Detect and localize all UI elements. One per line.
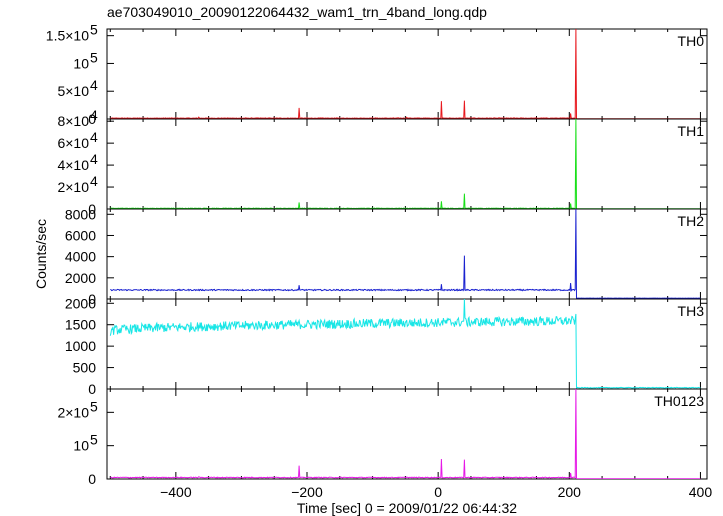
y-tick-label: 0: [88, 381, 96, 397]
y-tick-label: 2×10: [57, 179, 89, 195]
y-tick-label: 0: [88, 201, 96, 217]
y-tick-label: 0: [88, 111, 96, 127]
x-tick-label: 400: [689, 484, 713, 500]
x-tick-label: 200: [558, 484, 582, 500]
y-tick-label: 4000: [65, 249, 96, 265]
y-tick-label-exponent: 5: [90, 49, 98, 65]
series-line-th2: [110, 209, 701, 299]
y-tick-label: 8000: [65, 206, 96, 222]
series-line-th0123: [110, 389, 701, 479]
y-tick-label: 1000: [65, 338, 96, 354]
series-line-th0: [110, 29, 701, 119]
x-tick-label: 0: [434, 484, 442, 500]
panel-label: TH2: [678, 213, 705, 229]
y-tick-label: 2×10: [57, 404, 89, 420]
x-tick-label: −200: [291, 484, 323, 500]
y-tick-label-exponent: 4: [90, 107, 98, 123]
x-tick-label: −400: [160, 484, 192, 500]
y-tick-label: 0: [88, 471, 96, 487]
y-axis-label: Counts/sec: [33, 219, 49, 289]
y-tick-label-exponent: 4: [90, 151, 98, 167]
panel-label: TH0: [678, 33, 705, 49]
panel-frame: [106, 28, 708, 120]
y-tick-label-exponent: 4: [90, 129, 98, 145]
y-tick-label: 2000: [65, 270, 96, 286]
y-tick-label: 1.5×10: [46, 28, 89, 44]
panel-frame: [106, 208, 708, 300]
y-tick-label-exponent: 4: [90, 77, 98, 93]
y-tick-label: 4×10: [57, 157, 89, 173]
panel-label: TH1: [678, 123, 705, 139]
y-tick-label: 6×10: [57, 135, 89, 151]
y-tick-label: 2000: [65, 295, 96, 311]
y-tick-label: 6000: [65, 227, 96, 243]
panel-frame: [106, 118, 708, 210]
y-tick-label-exponent: 5: [90, 432, 98, 448]
y-tick-label: 1500: [65, 317, 96, 333]
panel-label: TH3: [678, 303, 705, 319]
y-tick-label: 0: [88, 291, 96, 307]
panel-frame: [106, 388, 708, 480]
panel-th2: TH2 0 2000 4000 6000 8000: [65, 206, 708, 307]
y-tick-label-exponent: 5: [90, 22, 98, 38]
series-line-th1: [110, 119, 701, 209]
y-tick-label: 500: [73, 360, 97, 376]
y-tick-label: 10: [73, 55, 89, 71]
y-tick-label-exponent: 5: [90, 398, 98, 414]
panel-label: TH0123: [654, 393, 704, 409]
y-tick-label: 8×10: [57, 113, 89, 129]
y-tick-label-exponent: 4: [90, 173, 98, 189]
y-tick-label: 10: [73, 438, 89, 454]
y-tick-label: 5×10: [57, 83, 89, 99]
series-line-th3: [109, 299, 701, 389]
chart-title: ae703049010_20090122064432_wam1_trn_4ban…: [107, 4, 487, 20]
panel-frame: [106, 298, 708, 390]
panel-th3: TH3 0 500 1000 1500 2000: [65, 295, 708, 397]
x-axis-label: Time [sec] 0 = 2009/01/22 06:44:32: [297, 500, 517, 516]
